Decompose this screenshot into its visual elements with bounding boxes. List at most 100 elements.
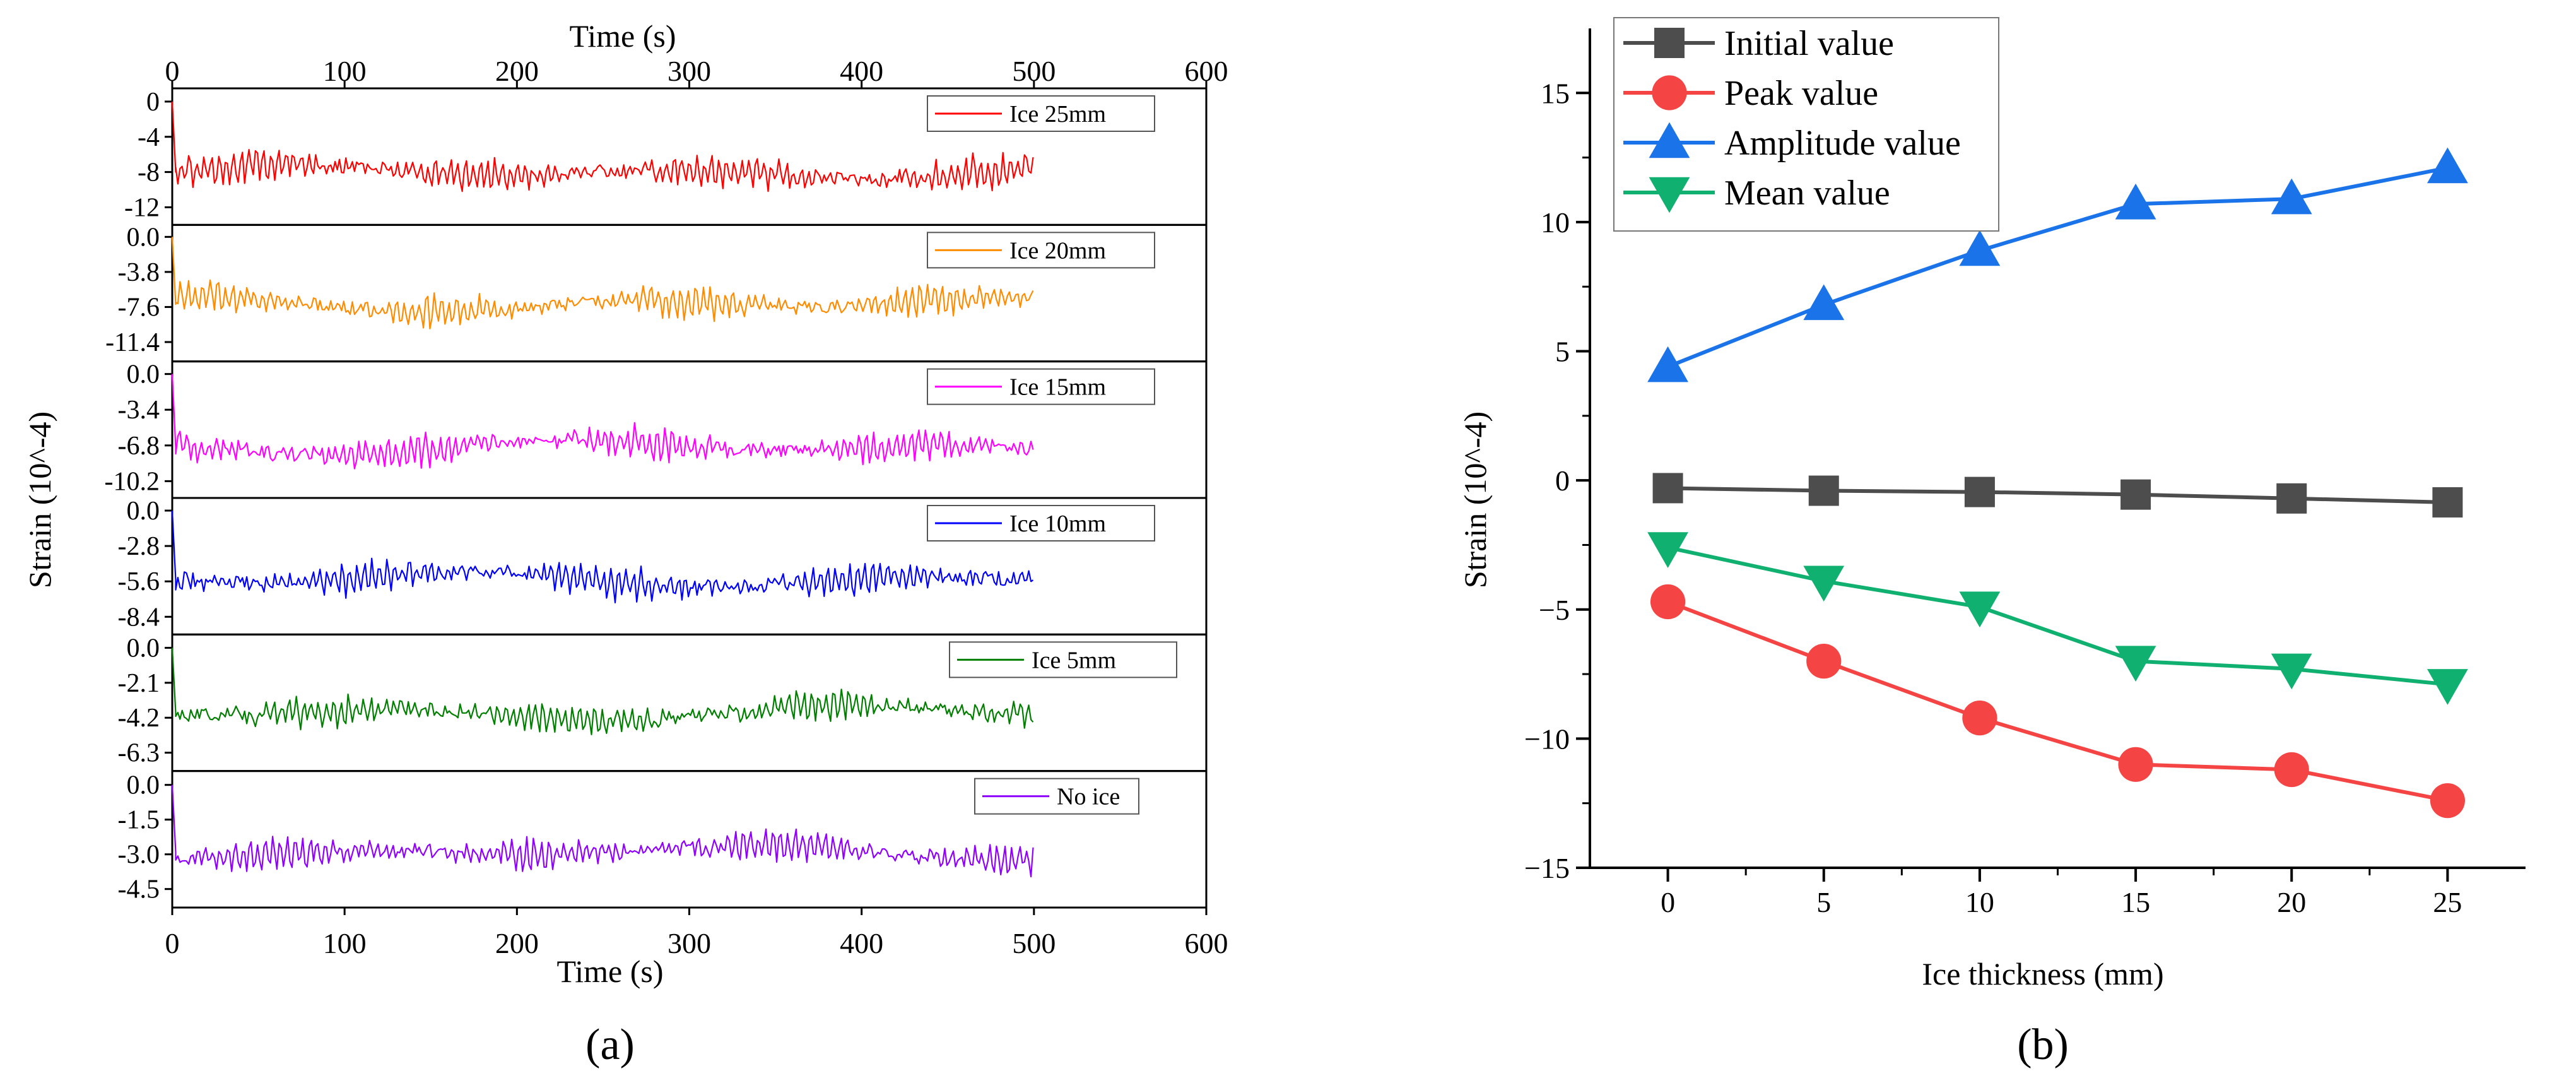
chart-a-ytick-label: -4.2 (118, 704, 160, 733)
chart-a-ytick-label: -12 (124, 193, 160, 222)
chart-b-point (1652, 75, 1687, 110)
chart-b-point (1803, 284, 1845, 321)
chart-a-ytick-label: -4.5 (118, 875, 160, 904)
chart-a-panel: 0.0 -3.8 -7.6 -11.4 Ice 20mm (105, 223, 1208, 363)
chart-b-point (1964, 476, 1995, 507)
chart-a-ytick-label: 0.0 (127, 497, 160, 526)
chart-a-series-line (171, 510, 1034, 603)
chart-b-point (2427, 147, 2468, 184)
chart-a-ytick-label: 0.0 (127, 771, 160, 800)
chart-a-series-line (171, 374, 1034, 470)
chart-a-top-xlabel: Time (s) (569, 18, 676, 54)
chart-a-ytick-label: -1.5 (118, 806, 160, 835)
chart-a-ytick-label: -6.8 (118, 432, 160, 461)
chart-b-xtick-label: 15 (2121, 886, 2150, 918)
chart-b-point (1654, 28, 1685, 58)
chart-b-point (1959, 591, 2001, 628)
chart-b-xtick-label: 20 (2277, 886, 2306, 918)
chart-a-panel: 0.0 -3.4 -6.8 -10.2 Ice 15mm (105, 360, 1208, 499)
chart-a-ytick-label: -3.4 (118, 396, 160, 425)
chart-b-point (2118, 747, 2153, 782)
chart-a-ytick-label: 0.0 (127, 634, 160, 663)
chart-a-legend-label: Ice 25mm (1009, 101, 1106, 127)
chart-a-bottom-xlabel: Time (s) (556, 954, 663, 989)
chart-b-xtick-label: 0 (1661, 886, 1675, 918)
chart-b-point (1803, 565, 1845, 602)
chart-a-series-line (171, 237, 1034, 329)
chart-b-point (1806, 644, 1842, 679)
chart-b-point (1649, 177, 1690, 213)
chart-a-ytick-label: -4 (138, 123, 160, 152)
chart-a-legend-label: No ice (1057, 784, 1120, 810)
chart-a-legend-label: Ice 5mm (1032, 647, 1116, 673)
chart-b-series (1652, 473, 2463, 518)
chart-a-ytick-label: -11.4 (105, 328, 160, 357)
chart-b-series-line (1667, 166, 2449, 369)
chart-a-series-line (171, 784, 1034, 878)
chart-a-ytick-label: 0 (146, 88, 160, 117)
chart-a-ytick-label: 0.0 (127, 223, 160, 252)
chart-b-ytick-label: 10 (1541, 206, 1570, 239)
chart-a-ytick-label: -2.8 (118, 532, 160, 561)
chart-a-panel-frame (171, 770, 1208, 909)
chart-b-series-line (1667, 600, 2449, 803)
chart-b-ytick-label: 15 (1541, 77, 1570, 109)
chart-b-series-line (1667, 486, 2448, 504)
chart-b-ytick-label: 5 (1555, 336, 1570, 368)
chart-b-point (2432, 487, 2463, 518)
chart-b-point (1647, 346, 1688, 382)
chart-b-series-line (1667, 545, 2448, 687)
chart-a-top-xtick-label: 0 (165, 55, 180, 87)
chart-a-ytick-label: -8.4 (118, 603, 160, 632)
chart-a-bottom-xtick-label: 100 (323, 927, 367, 959)
chart-b-point (2115, 183, 2156, 220)
chart-a-bottom-xtick-label: 600 (1185, 927, 1228, 959)
chart-b: Ice thickness (mm) Strain (10^-4) (b) −1… (1457, 17, 2526, 1069)
chart-b-xtick-label: 25 (2433, 886, 2462, 918)
chart-b-point (2274, 752, 2309, 788)
chart-b-point (1650, 584, 1686, 620)
chart-a-ytick-label: -5.6 (118, 567, 160, 596)
chart-a-ytick-label: -8 (138, 158, 160, 187)
chart-b-point (1808, 475, 1839, 506)
chart-a-bottom-xtick-label: 500 (1012, 927, 1056, 959)
chart-a: Time (s) Time (s) Strain (10^-4) (a) 001… (22, 18, 1228, 1069)
chart-b-series (1647, 532, 2468, 705)
chart-a-series-line (171, 101, 1034, 192)
chart-b-point (2276, 483, 2307, 514)
chart-a-ytick-label: -2.1 (118, 669, 160, 698)
chart-b-ytick-label: −15 (1524, 852, 1570, 884)
chart-b-xtick-label: 10 (1965, 886, 1994, 918)
figure-label-a: (a) (585, 1021, 635, 1069)
chart-b-series (1650, 584, 2466, 819)
chart-b-point (2120, 479, 2151, 510)
chart-b-point (2427, 669, 2468, 705)
chart-a-bottom-xtick-label: 200 (495, 927, 539, 959)
chart-a-bottom-xtick-label: 300 (668, 927, 711, 959)
chart-b-point (1962, 701, 1997, 736)
chart-a-panel: 0 -4 -8 -12 Ice 25mm (124, 87, 1208, 226)
chart-a-series-line (171, 648, 1034, 735)
chart-b-point (2271, 178, 2312, 215)
chart-a-ytick-label: -6.3 (118, 739, 160, 768)
chart-a-bottom-xtick-label: 400 (840, 927, 883, 959)
chart-b-point (1959, 230, 2001, 266)
chart-b-legend-label: Mean value (1724, 174, 1890, 213)
chart-a-ytick-label: 0.0 (127, 360, 160, 389)
chart-a-ytick-label: -3.0 (118, 841, 160, 870)
chart-a-panel: 0.0 -2.8 -5.6 -8.4 Ice 10mm (118, 497, 1208, 636)
chart-b-legend: Initial value Peak value Amplitude value Me… (1613, 17, 1999, 232)
chart-b-ytick-label: 0 (1555, 465, 1570, 497)
chart-a-bottom-xtick-label: 0 (165, 927, 180, 959)
chart-b-point (2115, 646, 2156, 682)
chart-b-xtick-label: 5 (1816, 886, 1831, 918)
chart-b-point (1649, 122, 1690, 158)
figure-label-b: (b) (2017, 1021, 2069, 1069)
chart-a-panel: 0.0 -2.1 -4.2 -6.3 Ice 5mm (118, 633, 1208, 772)
chart-b-legend-label: Amplitude value (1724, 124, 1961, 163)
chart-a-ylabel: Strain (10^-4) (22, 411, 57, 588)
chart-a-legend-label: Ice 10mm (1009, 511, 1106, 537)
chart-a-legend-label: Ice 15mm (1009, 374, 1106, 401)
chart-a-ytick-label: -3.8 (118, 258, 160, 287)
chart-b-point (1652, 473, 1683, 504)
